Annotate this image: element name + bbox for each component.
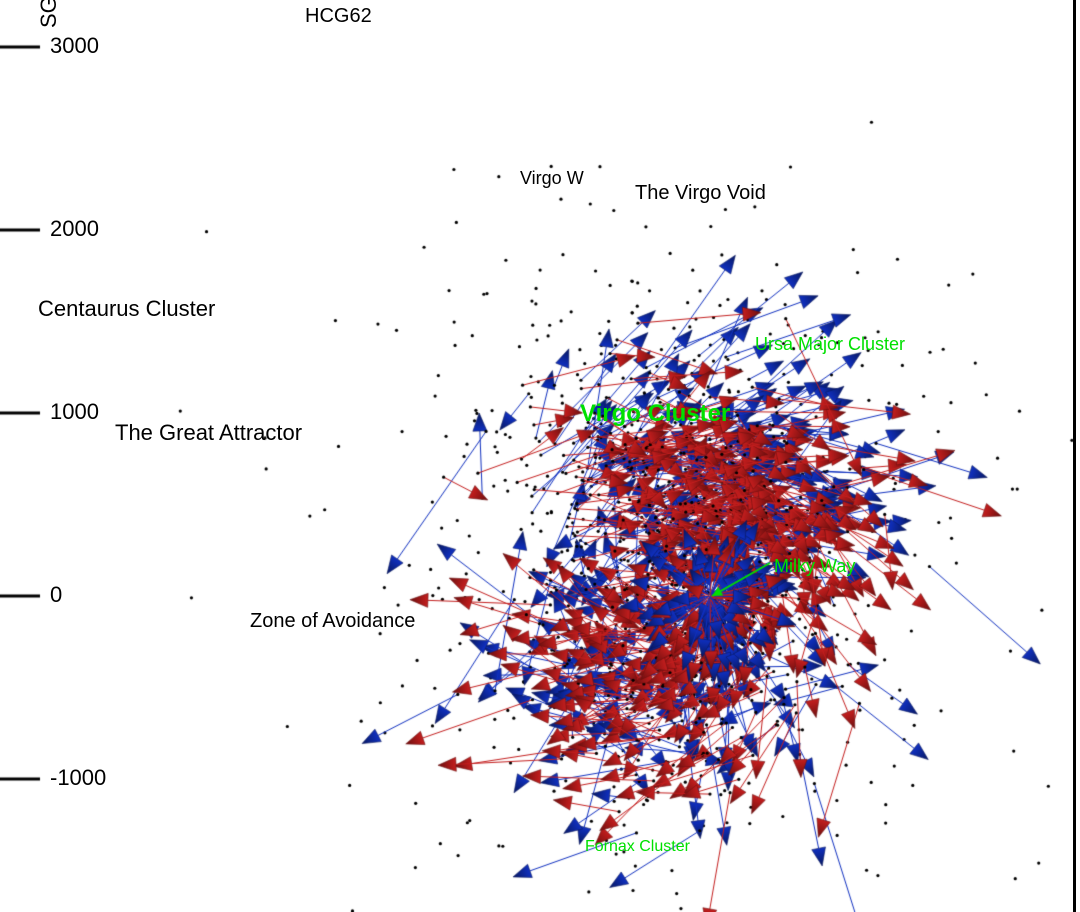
y-tick-label: 0	[50, 582, 62, 608]
velocity-vector-plot	[0, 0, 1080, 912]
y-axis-title: SGY	[36, 0, 62, 28]
plot-right-border	[1073, 0, 1076, 912]
y-tick-label: -1000	[50, 765, 106, 791]
y-tick-label: 2000	[50, 216, 99, 242]
y-tick-label: 1000	[50, 399, 99, 425]
y-tick-label: 3000	[50, 33, 99, 59]
